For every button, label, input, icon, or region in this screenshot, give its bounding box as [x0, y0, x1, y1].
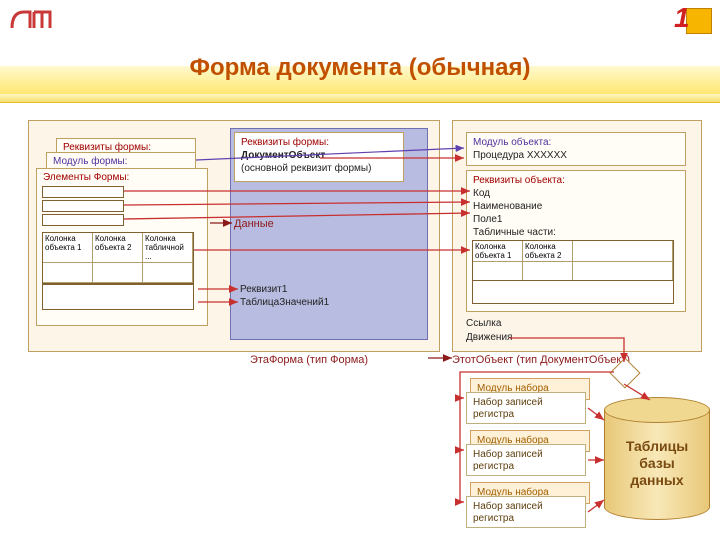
label-osn-rekv: (основной реквизит формы) — [241, 162, 397, 175]
col-h-3: Колонка табличной ... — [143, 233, 193, 263]
db-l1: Таблицы — [626, 438, 688, 454]
table-form-cols: Колонка объекта 1 Колонка объекта 2 Коло… — [42, 232, 194, 284]
label-ssylka: Ссылка — [466, 318, 501, 330]
label-modul-obj: Модуль объекта: — [473, 137, 551, 148]
input-line-1 — [42, 186, 124, 198]
label-mid-rekv: Реквизиты формы: — [241, 137, 329, 148]
box-modul-obj: Модуль объекта: Процедура ХХХХХХ — [466, 132, 686, 166]
label-dannye: Данные — [234, 218, 274, 230]
label-tabchasti: Табличные части: — [473, 226, 679, 239]
col-h-2: Колонка объекта 2 — [93, 233, 143, 263]
table-obj-cols: Колонка объекта 1 Колонка объекта 2 — [472, 240, 674, 283]
flat-box-below — [42, 284, 194, 310]
label-pole1: Поле1 — [473, 213, 679, 226]
label-kod: Код — [473, 187, 679, 200]
label-tablzn1: ТаблицаЗначений1 — [240, 297, 329, 309]
db-l3: данных — [630, 472, 683, 488]
flat-box-right — [472, 280, 674, 304]
input-line-3 — [42, 214, 124, 226]
module-body-2-label: Набор записей регистра — [473, 449, 543, 472]
label-rekv-obj: Реквизиты объекта: — [473, 175, 565, 186]
box-mid-rekv: Реквизиты формы: ДокументОбъект (основно… — [234, 132, 404, 182]
label-dvizh: Движения — [466, 332, 512, 344]
module-body-2: Набор записей регистра — [466, 444, 586, 476]
header-band-2 — [0, 94, 720, 103]
label-etaforma: ЭтаФорма (тип Форма) — [250, 354, 368, 366]
module-body-1-label: Набор записей регистра — [473, 397, 543, 420]
label-etotobj: ЭтотОбъект (тип ДокументОбъект) — [452, 354, 630, 366]
label-naim: Наименование — [473, 200, 679, 213]
input-line-2 — [42, 200, 124, 212]
col-h-1: Колонка объекта 1 — [43, 233, 93, 263]
label-proc: Процедура ХХХХХХ — [473, 149, 679, 162]
module-body-1: Набор записей регистра — [466, 392, 586, 424]
label-doc-obj: ДокументОбъект — [241, 149, 397, 162]
module-body-3-label: Набор записей регистра — [473, 501, 543, 524]
db-cylinder: Таблицы базы данных — [604, 410, 710, 520]
label-modul-formy: Модуль формы: — [53, 156, 127, 167]
label-rekvizit1: Реквизит1 — [240, 284, 287, 296]
logo-cpp-icon — [10, 6, 56, 34]
rcol-h-2: Колонка объекта 2 — [523, 241, 573, 262]
page-title: Форма документа (обычная) — [0, 54, 720, 82]
label-elementy-formy: Элементы Формы: — [43, 172, 129, 183]
module-body-3: Набор записей регистра — [466, 496, 586, 528]
rcol-h-1: Колонка объекта 1 — [473, 241, 523, 262]
logo-1c-icon: 1 — [678, 4, 712, 38]
db-l2: базы — [639, 455, 675, 471]
